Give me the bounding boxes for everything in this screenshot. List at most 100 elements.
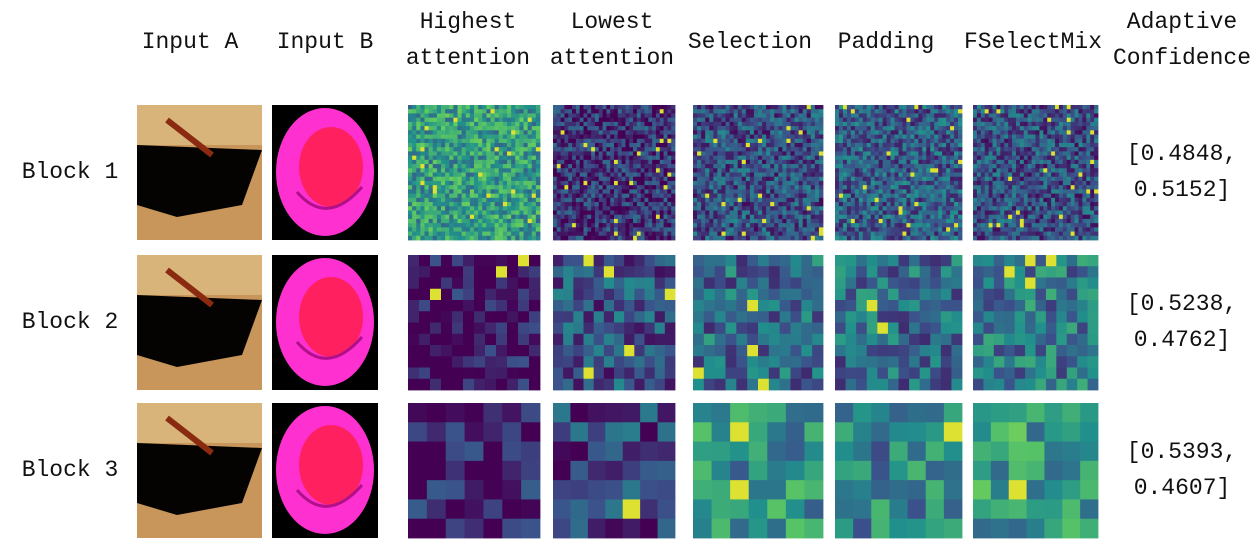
heatmap-cell: [1055, 113, 1059, 118]
heatmap-cell: [478, 219, 483, 224]
heatmap-cell: [770, 227, 774, 232]
heatmap-cell: [652, 210, 656, 215]
heatmap-cell: [946, 189, 950, 194]
heatmap-cell: [515, 160, 520, 165]
heatmap-cell: [791, 126, 795, 131]
heatmap-cell: [766, 210, 770, 215]
heatmap-cell: [610, 139, 614, 144]
heatmap-cell: [863, 198, 867, 203]
heatmap-cell: [553, 206, 557, 211]
heatmap-cell: [815, 223, 819, 228]
heatmap-cell: [701, 109, 705, 114]
heatmap-cell: [815, 126, 819, 131]
heatmap-cell: [528, 223, 533, 228]
heatmap-cell: [645, 139, 649, 144]
heatmap-cell: [1004, 202, 1008, 207]
heatmap-cell: [564, 215, 568, 220]
heatmap-cell: [587, 113, 591, 118]
heatmap-cell: [466, 181, 471, 186]
heatmap-cell: [425, 109, 430, 114]
heatmap-cell: [633, 168, 637, 173]
heatmap-cell: [515, 227, 520, 232]
heatmap-cell: [855, 147, 859, 152]
heatmap-cell: [633, 210, 637, 215]
heatmap-cell: [580, 219, 584, 224]
heatmap-cell: [528, 202, 533, 207]
heatmap-cell: [1086, 156, 1090, 161]
heatmap-cell: [1094, 160, 1098, 165]
heatmap-cell: [746, 156, 750, 161]
heatmap-cell: [645, 177, 649, 182]
heatmap-cell: [524, 173, 529, 178]
heatmap-cell: [985, 198, 989, 203]
heatmap-cell: [528, 164, 533, 169]
heatmap-cell: [416, 198, 421, 203]
heatmap-cell: [625, 215, 629, 220]
heatmap-cell: [1067, 185, 1071, 190]
heatmap-cell: [445, 139, 450, 144]
heatmap-cell: [1004, 177, 1008, 182]
heatmap-cell: [746, 126, 750, 131]
heatmap-cell: [671, 105, 675, 110]
heatmap-cell: [453, 147, 458, 152]
heatmap-cell: [875, 219, 879, 224]
heatmap-cell: [946, 206, 950, 211]
heatmap-cell: [867, 173, 871, 178]
heatmap-cell: [758, 109, 762, 114]
heatmap-cell: [977, 122, 981, 127]
heatmap-cell: [819, 202, 823, 207]
heatmap-cell: [466, 173, 471, 178]
heatmap-cell: [1055, 160, 1059, 165]
heatmap-cell: [425, 143, 430, 148]
heatmap-cell: [899, 126, 903, 131]
heatmap-cell: [474, 156, 479, 161]
heatmap-cell: [561, 198, 565, 203]
heatmap-cell: [1094, 164, 1098, 169]
heatmap-cell: [791, 105, 795, 110]
heatmap-cell: [1086, 113, 1090, 118]
heatmap-cell: [629, 130, 633, 135]
heatmap-cell: [458, 181, 463, 186]
heatmap-cell: [486, 164, 491, 169]
heatmap-cell: [629, 105, 633, 110]
heatmap-cell: [1020, 210, 1024, 215]
heatmap-cell: [591, 156, 595, 161]
heatmap-cell: [408, 126, 413, 131]
heatmap-cell: [766, 227, 770, 232]
heatmap-cell: [701, 135, 705, 140]
heatmap-cell: [914, 219, 918, 224]
heatmap-cell: [914, 181, 918, 186]
heatmap-cell: [580, 126, 584, 131]
heatmap-cell: [580, 151, 584, 156]
heatmap-cell: [713, 135, 717, 140]
heatmap-cell: [433, 160, 438, 165]
heatmap-cell: [1082, 198, 1086, 203]
heatmap-cell: [648, 156, 652, 161]
heatmap-cell: [519, 156, 524, 161]
heatmap-cell: [499, 173, 504, 178]
heatmap-cell: [633, 160, 637, 165]
heatmap-cell: [495, 156, 500, 161]
heatmap-cell: [1012, 210, 1016, 215]
heatmap-cell: [851, 223, 855, 228]
heatmap-cell: [734, 130, 738, 135]
heatmap-cell: [576, 181, 580, 186]
heatmap-cell: [1024, 160, 1028, 165]
heatmap-cell: [618, 236, 622, 241]
heatmap-cell: [606, 151, 610, 156]
heatmap-cell: [895, 215, 899, 220]
heatmap-cell: [664, 143, 668, 148]
heatmap-cell: [914, 164, 918, 169]
heatmap-cell: [875, 177, 879, 182]
heatmap-cell: [629, 168, 633, 173]
heatmap-cell: [449, 185, 454, 190]
heatmap-cell: [758, 189, 762, 194]
heatmap-cell: [1043, 122, 1047, 127]
heatmap-cell: [1020, 177, 1024, 182]
heatmap-cell: [568, 130, 572, 135]
heatmap-cell: [795, 105, 799, 110]
heatmap-cell: [726, 227, 730, 232]
heatmap-cell: [883, 202, 887, 207]
heatmap-cell: [871, 181, 875, 186]
heatmap-cell: [1075, 139, 1079, 144]
